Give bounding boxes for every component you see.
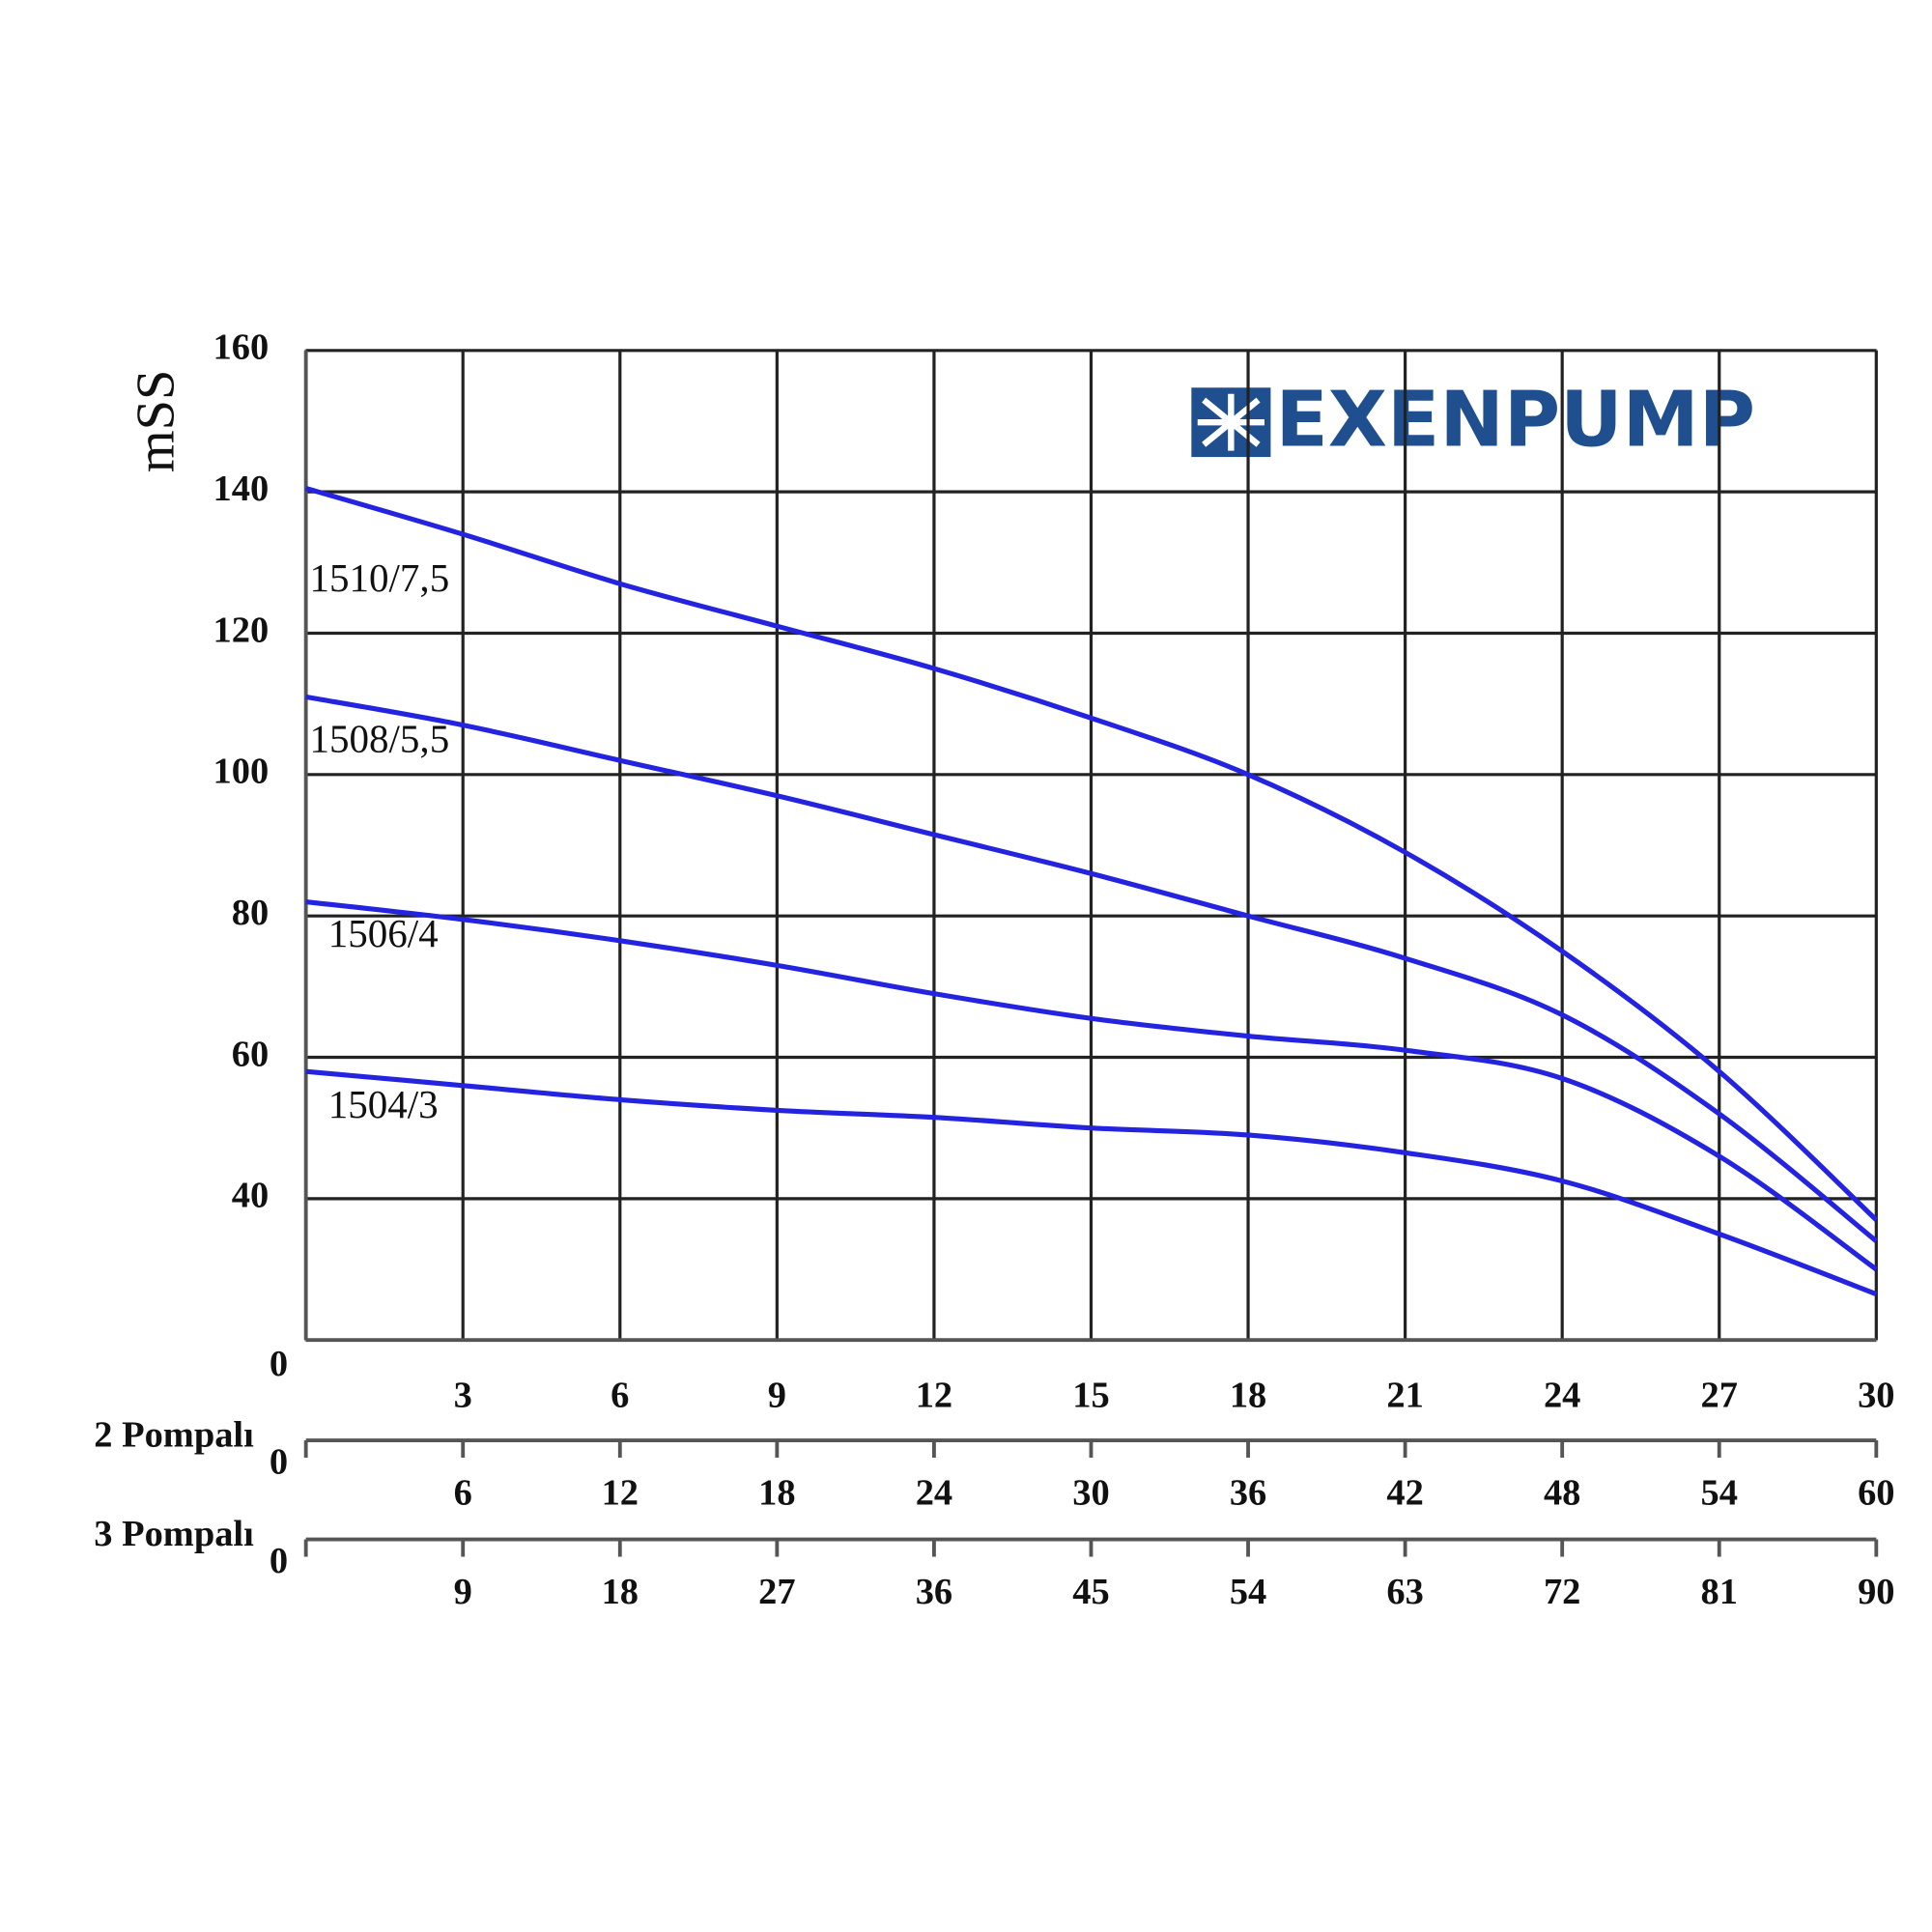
extra-x-tick-label: 81 [1701, 1572, 1738, 1612]
logo-text: EXENPUMP [1276, 375, 1755, 465]
extra-x-tick-label: 48 [1544, 1473, 1580, 1514]
series-line [305, 694, 1878, 1243]
extra-x-tick-label: 18 [758, 1473, 795, 1514]
extra-x-tick-label: 45 [1072, 1572, 1109, 1612]
x-tick-label: 30 [1858, 1375, 1894, 1415]
extra-x-tick-label: 6 [454, 1473, 472, 1514]
series-label: 1504/3 [328, 1082, 439, 1126]
x-tick-label: 0 [270, 1344, 288, 1384]
extra-x-tick-label: 0 [270, 1541, 288, 1581]
extra-x-tick-label: 24 [916, 1473, 952, 1514]
logo: EXENPUMP [1191, 375, 1755, 465]
y-tick-label: 40 [232, 1176, 269, 1216]
extra-x-tick-label: 36 [1230, 1473, 1266, 1514]
x-tick-label: 21 [1386, 1375, 1423, 1415]
extra-x-tick-label: 42 [1386, 1473, 1423, 1514]
extra-x-tick-label: 9 [454, 1572, 472, 1612]
extra-x-tick-label: 54 [1230, 1572, 1266, 1612]
series-label: 1510/7,5 [310, 555, 450, 600]
x-tick-label: 15 [1072, 1375, 1109, 1415]
extra-x-tick-label: 90 [1858, 1572, 1894, 1612]
y-tick-label: 160 [213, 327, 270, 368]
extra-x-tick-label: 12 [602, 1473, 639, 1514]
y-tick-label: 100 [213, 752, 270, 792]
x-tick-label: 27 [1701, 1375, 1738, 1415]
x-tick-label: 9 [768, 1375, 786, 1415]
extra-x-tick-label: 60 [1858, 1473, 1894, 1514]
x-tick-label: 18 [1230, 1375, 1266, 1415]
extra-axis-label: 2 Pompalı [94, 1414, 254, 1455]
series-label: 1506/4 [328, 911, 439, 955]
x-tick-label: 12 [916, 1375, 952, 1415]
extra-x-tick-label: 18 [602, 1572, 639, 1612]
x-tick-label: 3 [454, 1375, 472, 1415]
extra-x-tick-label: 54 [1701, 1473, 1738, 1514]
extra-x-tick-label: 30 [1072, 1473, 1109, 1514]
series-line [304, 486, 1879, 1222]
y-tick-label: 60 [232, 1034, 269, 1074]
extra-x-tick-label: 36 [916, 1572, 952, 1612]
series-label: 1508/5,5 [310, 717, 450, 761]
x-tick-label: 24 [1544, 1375, 1580, 1415]
x-tick-label: 6 [611, 1375, 629, 1415]
extra-axis-label: 3 Pompalı [94, 1514, 254, 1554]
series-line [305, 898, 1878, 1272]
y-tick-label: 140 [213, 469, 270, 509]
extra-x-tick-label: 63 [1386, 1572, 1423, 1612]
extra-x-tick-label: 27 [758, 1572, 795, 1612]
extra-x-tick-label: 0 [270, 1441, 288, 1482]
y-tick-label: 80 [232, 893, 269, 933]
y-tick-label: 120 [213, 610, 270, 650]
series-line [305, 1068, 1878, 1297]
y-axis-label: mSS [127, 370, 186, 473]
logo-icon-mark [1197, 393, 1264, 451]
extra-x-tick-label: 72 [1544, 1572, 1580, 1612]
